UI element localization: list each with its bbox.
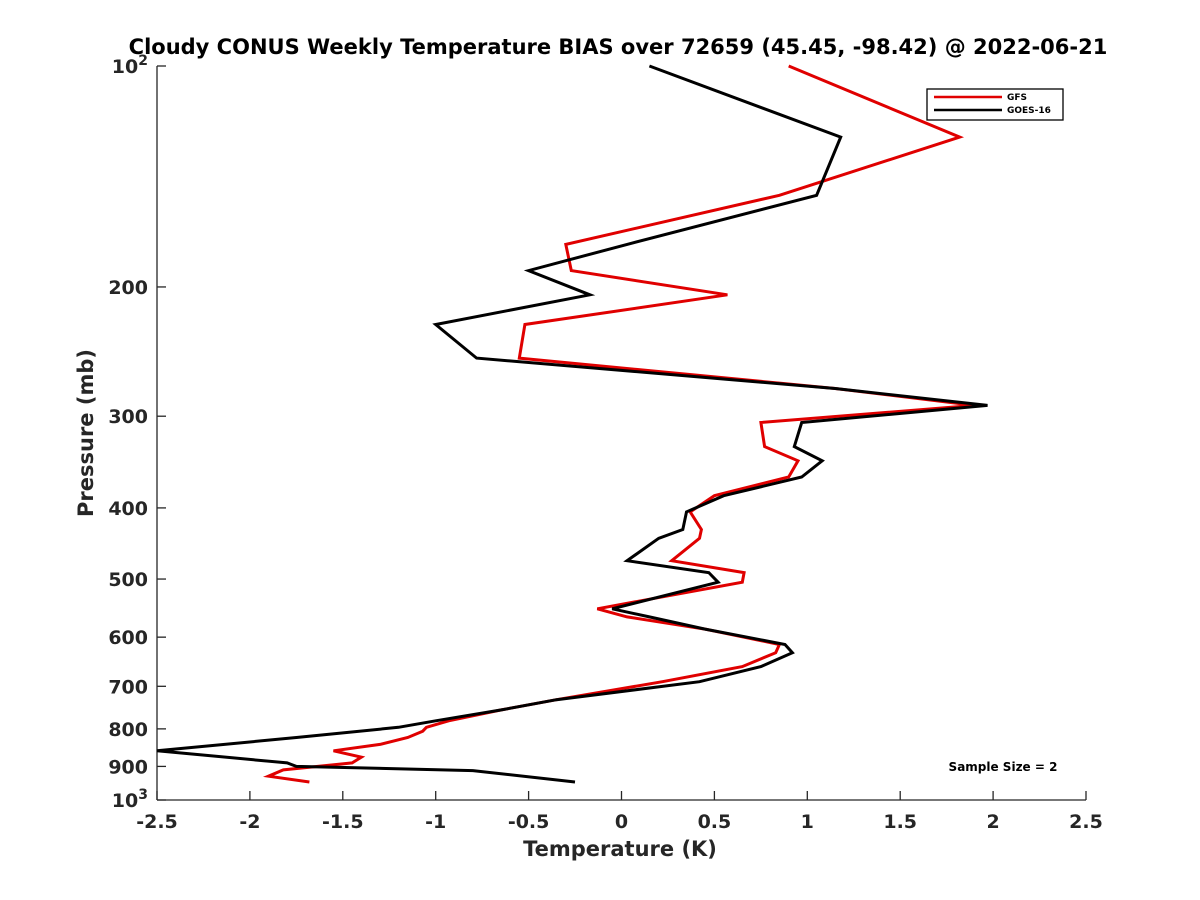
y-axis-ticks: 102 200 300 400 500 600 700 800 900 103 (108, 53, 166, 812)
x-axis-ticks: -2.5 -2 -1.5 -1 -0.5 0 0.5 1 1.5 2 2.5 (136, 791, 1103, 833)
series-line-goes-16 (156, 64, 988, 784)
y-tick-label: 400 (108, 498, 148, 520)
y-tick-label: 103 (112, 787, 148, 812)
x-tick-label: 0 (615, 811, 628, 833)
x-tick-label: -2.5 (136, 811, 178, 833)
y-tick-label: 200 (108, 277, 148, 299)
chart-title: Cloudy CONUS Weekly Temperature BIAS ove… (129, 35, 1108, 59)
x-tick-label: -1 (425, 811, 446, 833)
x-tick-label: -1.5 (322, 811, 364, 833)
x-tick-label: 1 (801, 811, 814, 833)
sample-size-annotation: Sample Size = 2 (949, 760, 1058, 774)
x-tick-label: 1.5 (883, 811, 917, 833)
x-tick-label: 0.5 (698, 811, 732, 833)
legend-label: GOES-16 (1007, 106, 1051, 116)
x-tick-label: 2.5 (1069, 811, 1103, 833)
x-axis-label: Temperature (K) (523, 837, 717, 861)
y-tick-label: 102 (112, 53, 148, 78)
y-tick-label: 800 (108, 719, 148, 741)
y-axis-label: Pressure (mb) (74, 349, 98, 517)
y-tick-label: 900 (108, 756, 148, 778)
series-line-gfs (262, 64, 975, 784)
chart-legend: GFS GOES-16 (926, 88, 1064, 121)
x-tick-label: -2 (239, 811, 260, 833)
y-tick-label: 600 (108, 627, 148, 649)
x-tick-label: -0.5 (508, 811, 550, 833)
y-tick-label: 500 (108, 569, 148, 591)
y-tick-label: 300 (108, 406, 148, 428)
y-tick-label: 700 (108, 676, 148, 698)
legend-label: GFS (1007, 93, 1027, 103)
series-layer (156, 64, 988, 784)
x-tick-label: 2 (986, 811, 999, 833)
legend-box (926, 88, 1064, 121)
